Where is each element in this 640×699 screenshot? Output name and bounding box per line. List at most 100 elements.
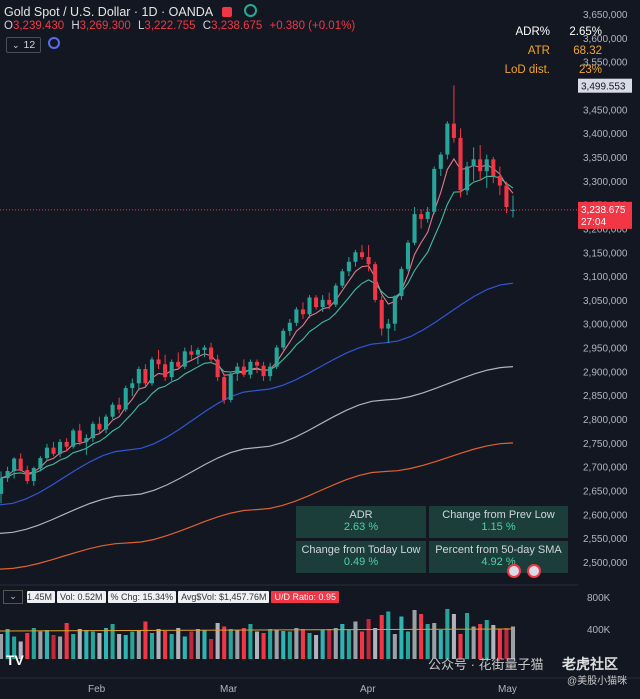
candle-body: [405, 242, 411, 269]
brand-watermark: 老虎社区: [562, 656, 618, 672]
candle-body: [261, 365, 266, 377]
candle-body: [58, 441, 63, 454]
volume-bar: [71, 634, 76, 659]
candle-body: [307, 297, 312, 315]
candle-body: [117, 404, 122, 410]
volume-bar: [110, 624, 115, 659]
symbol-title[interactable]: Gold Spot / U.S. Dollar · 1D · OANDA: [4, 5, 214, 19]
volume-bar: [438, 630, 443, 659]
candle-body: [287, 322, 292, 331]
volume-bar: [248, 624, 253, 659]
event-flag-icon[interactable]: [527, 564, 541, 578]
candle-body: [215, 359, 220, 378]
candle-body: [254, 361, 260, 366]
candle-body: [359, 252, 365, 258]
x-tick-label: Mar: [220, 684, 238, 695]
candle-body: [103, 416, 109, 430]
candle-body: [432, 168, 437, 212]
volume-bar: [346, 630, 351, 659]
volume-bar: [215, 623, 220, 659]
indicators-toggle[interactable]: ⌄ 12: [6, 37, 42, 53]
volume-bar: [5, 629, 10, 659]
candle-body: [235, 366, 240, 374]
candle-body: [110, 404, 115, 417]
y-tick-label: 3,350,000: [583, 153, 628, 164]
ma-line: [0, 282, 514, 506]
volume-bar: [44, 630, 49, 659]
collapse-icon[interactable]: ⌄: [3, 590, 23, 604]
volume-bar: [412, 610, 417, 659]
candle-body: [241, 366, 246, 375]
y-tick-label: 3,550,000: [583, 58, 628, 69]
volume-bar: [77, 629, 82, 659]
volume-bar: [373, 628, 378, 659]
volume-bar: [366, 619, 371, 659]
candle-body: [478, 159, 483, 172]
candle-body: [419, 214, 424, 219]
volume-bar: [261, 633, 266, 659]
volume-bar: [491, 625, 496, 659]
volume-bar: [510, 626, 516, 659]
candle-body: [149, 359, 155, 384]
close-key: C: [202, 20, 212, 32]
event-flag-icon[interactable]: [507, 564, 521, 578]
volume-bar: [458, 634, 463, 659]
volume-bar: [314, 635, 319, 659]
volume-bar: [445, 609, 450, 659]
volume-bar: [281, 631, 286, 659]
volume-bar: [307, 633, 312, 659]
volume-bar: [425, 624, 430, 659]
volume-bar: [209, 639, 214, 659]
volume-bar: [156, 629, 161, 659]
candle-body: [281, 330, 286, 348]
volume-bar: [327, 629, 332, 659]
volume-bar: [51, 635, 56, 659]
candle-body: [340, 271, 345, 286]
volume-bar: [432, 623, 437, 659]
alert-icon[interactable]: [222, 7, 233, 17]
volume-bar: [399, 616, 404, 659]
high-value: 3,269.300: [79, 20, 131, 32]
candle-body: [471, 159, 476, 167]
candle-body: [176, 361, 181, 367]
volume-bar: [195, 629, 200, 659]
last-label-box: [578, 201, 632, 229]
candle-body: [5, 470, 10, 479]
candle-body: [169, 361, 174, 378]
candle-body: [189, 351, 194, 355]
volume-bar: [294, 628, 299, 659]
avg-vol-chip: Avg$Vol: $1,457.76M: [178, 591, 270, 603]
x-tick-label: Apr: [360, 684, 376, 695]
wechat-watermark: 公众号 · 花街量子猫: [428, 657, 544, 672]
candle-body: [366, 257, 371, 265]
candle-body: [465, 166, 470, 191]
visibility-icon[interactable]: [48, 37, 60, 49]
volume-bar: [117, 634, 122, 659]
candle-body: [274, 347, 279, 367]
volume-bar: [103, 628, 109, 659]
candle-body: [379, 299, 384, 329]
candle-body: [209, 347, 214, 360]
volume-bar: [386, 611, 391, 659]
y-tick-label: 2,750,000: [583, 439, 628, 450]
ohlc-legend: O3,239.430 H3,269.300 L3,222.755 C3,238.…: [4, 20, 359, 32]
volume-bar: [0, 634, 4, 659]
close-value: 3,238.675: [211, 20, 263, 32]
candle-body: [71, 430, 76, 447]
volume-bar: [163, 631, 168, 659]
candle-body: [64, 441, 69, 447]
volume-bar: [340, 624, 345, 659]
candle-body: [399, 268, 404, 297]
pct-chg-chip: % Chg: 15.34%: [107, 591, 177, 603]
market-status-icon: [243, 4, 257, 17]
candle-body: [97, 423, 102, 430]
y-tick-label: 3,650,000: [583, 10, 628, 21]
candle-body: [248, 361, 253, 375]
volume-tick-label: 400K: [587, 625, 611, 636]
candle-body: [38, 458, 43, 469]
chart-header: Gold Spot / U.S. Dollar · 1D · OANDA: [4, 4, 257, 19]
volume-bar: [64, 623, 69, 659]
countdown-label: 27:04: [581, 217, 606, 228]
tradingview-logo[interactable]: TV: [6, 652, 24, 668]
